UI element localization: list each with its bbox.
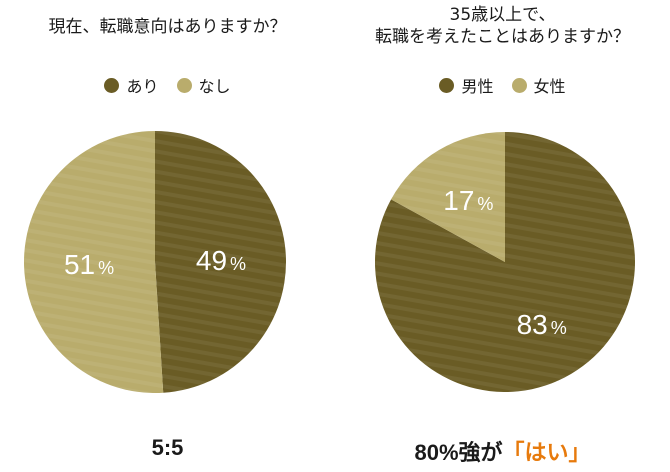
chart-title-line: 転職を考えたことはありますか？ <box>375 27 630 47</box>
chart-title-line: 35歳以上で、 <box>449 5 556 25</box>
legend-label: なし <box>198 77 231 96</box>
pie-chart: 49 % 51% <box>24 131 287 393</box>
pie-slice-texture <box>391 132 505 262</box>
chart-panel-left: 現在、転職意向はありますか？ あり なし 49% 51% 5:5 <box>0 17 335 460</box>
slice-value-label: 49% <box>196 245 246 276</box>
pie-chart: 83 % 17% <box>375 132 635 393</box>
pie-slice-texture <box>375 132 635 393</box>
summary-prefix: 80%強が <box>414 440 503 465</box>
legend-label: 男性 <box>461 77 494 96</box>
legend-swatch <box>176 77 192 93</box>
chart-summary: 5:5 <box>151 435 184 460</box>
legend: 男性 女性 <box>335 73 670 97</box>
legend-item-nashi: なし <box>176 73 231 97</box>
pie-slice-texture <box>24 131 164 393</box>
legend-item-male: 男性 <box>439 73 494 97</box>
legend-item-female: 女性 <box>511 73 566 97</box>
legend-swatch <box>104 77 120 93</box>
pie-slice-texture <box>155 131 287 393</box>
summary-highlight: 「はい」 <box>502 440 591 465</box>
chart-title: 現在、転職意向はありますか？ <box>48 17 287 37</box>
legend-swatch <box>439 77 455 93</box>
slice-value-label: 17% <box>443 185 493 216</box>
chart-panel-right: 35歳以上で、 転職を考えたことはありますか？ 男性 女性 83% 17% 80%… <box>335 0 670 472</box>
legend-label: あり <box>126 77 159 96</box>
legend-item-ari: あり <box>104 73 159 97</box>
slice-value-label: 83% <box>517 309 567 340</box>
legend-label: 女性 <box>533 77 566 96</box>
chart-title: 35歳以上で、 転職を考えたことはありますか？ <box>335 4 670 48</box>
chart-summary: 80%強が「はい」 <box>335 435 670 467</box>
legend-swatch <box>511 77 527 93</box>
slice-value-label: 51% <box>64 249 114 280</box>
legend: あり なし <box>0 73 335 97</box>
